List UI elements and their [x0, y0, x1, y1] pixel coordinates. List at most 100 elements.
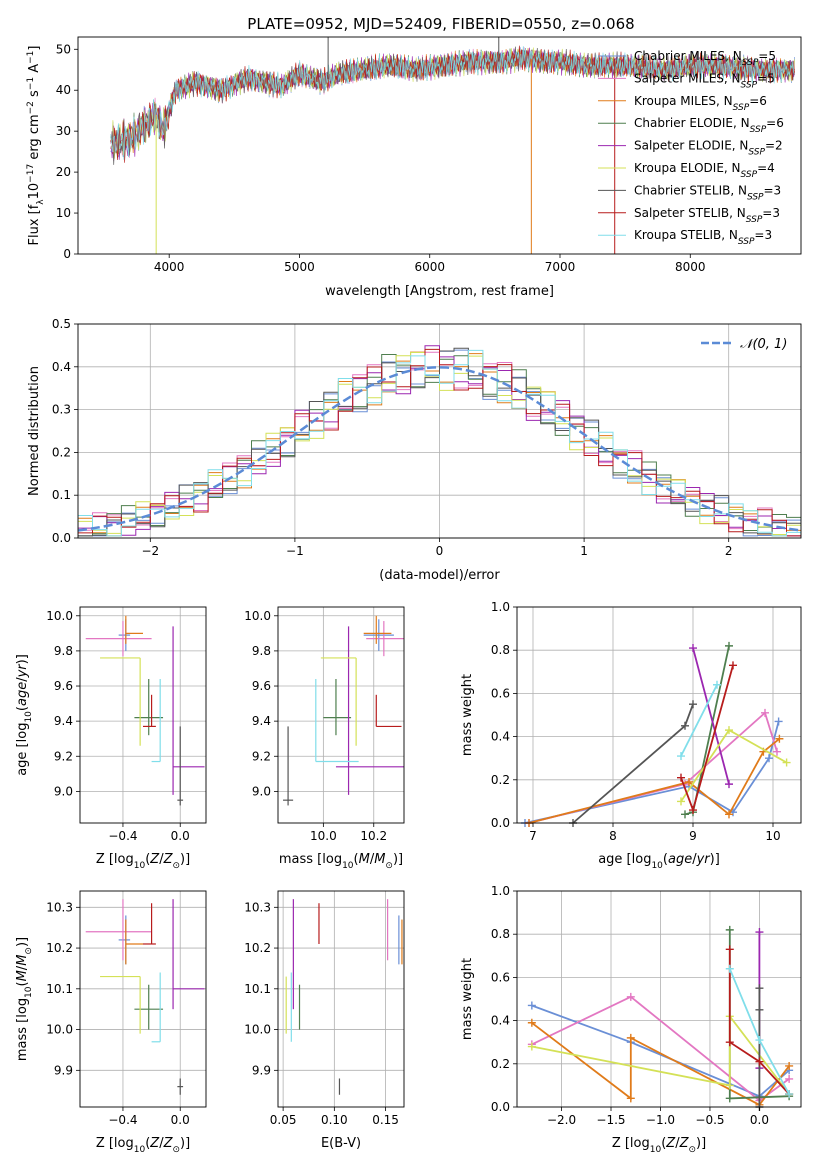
weight-point	[775, 734, 784, 743]
weight-point	[677, 752, 685, 761]
weight-point	[626, 1033, 635, 1042]
x-tick-label: 9	[689, 829, 697, 843]
plot-area	[285, 899, 403, 1095]
y-axis-label: mass weight	[460, 958, 475, 1040]
weight-point	[755, 984, 764, 993]
y-tick-label: 0.4	[491, 1014, 510, 1028]
weight-point	[689, 700, 697, 709]
weight-point	[677, 797, 685, 806]
x-tick-label: −0.4	[108, 1113, 137, 1127]
weight-point	[681, 721, 689, 730]
y-tick-label: 9.2	[252, 749, 271, 763]
y-tick-label: 40	[56, 83, 71, 97]
x-tick-label: 10.2	[360, 829, 387, 843]
axes-frame	[77, 36, 802, 255]
panel-spectrum: 4000 5000 6000 7000 8000 0 10 20 30 40 50 wavelengt…	[26, 36, 802, 299]
y-tick-label: 0.8	[491, 643, 510, 657]
legend-label: Kroupa STELIB, NSSP=3	[634, 228, 772, 247]
axes-frame	[516, 890, 802, 1108]
x-tick-label: 1	[580, 544, 588, 558]
weight-point	[785, 1061, 794, 1070]
x-axis-label: (data-model)/error	[379, 568, 500, 583]
weight-point	[725, 780, 733, 789]
y-tick-label: 9.8	[54, 644, 73, 658]
plot-area	[527, 925, 794, 1111]
weight-point	[725, 1038, 734, 1047]
x-tick-label: 0.05	[270, 1113, 297, 1127]
x-tick-label: −1.0	[646, 1113, 675, 1127]
weight-point	[785, 1074, 794, 1083]
x-axis-label: age [log10(age/yr)]	[598, 852, 720, 871]
x-tick-label: 6000	[414, 260, 445, 274]
legend-label: Chabrier ELODIE, NSSP=6	[634, 116, 784, 135]
y-tick-label: 1.0	[491, 600, 510, 614]
panel-z-weight: −2.0 −1.5 −1.0 −0.5 0.0 0.0 0.2 0.4 0.6 0.8 1.0 Z […	[460, 884, 802, 1155]
weight-point	[685, 777, 693, 786]
axes-frame	[79, 890, 207, 1108]
spectrum-line	[110, 46, 795, 160]
x-tick-label: 0.15	[372, 1113, 399, 1127]
y-tick-label: 10.0	[46, 609, 73, 623]
weight-point	[725, 641, 733, 650]
weight-point	[725, 1094, 734, 1103]
weight-point	[689, 806, 697, 815]
panel-z-mass: −0.4 0.0 9.9 10.0 10.1 10.2 10.3 Z [log10(Z/Z⊙)…	[15, 890, 207, 1155]
y-tick-label: 10.0	[46, 1023, 73, 1037]
y-tick-label: 0.0	[52, 531, 71, 545]
legend-label: Kroupa MILES, NSSP=6	[634, 94, 767, 113]
weight-point	[782, 758, 791, 767]
x-tick-label: 0.10	[321, 1113, 348, 1127]
weight-point	[725, 964, 734, 973]
weight-point	[725, 1081, 734, 1090]
y-tick-label: 0.8	[491, 927, 510, 941]
x-tick-label: 8000	[675, 260, 706, 274]
y-tick-label: 10.2	[244, 941, 271, 955]
x-tick-label: 7	[529, 829, 537, 843]
y-tick-label: 0.6	[491, 686, 510, 700]
plot-area	[85, 899, 205, 1095]
y-tick-label: 10.1	[244, 982, 271, 996]
weight-point	[729, 661, 737, 670]
x-tick-label: 0	[436, 544, 444, 558]
weight-line	[572, 703, 694, 824]
x-axis-label: Z [log10(Z/Z⊙)]	[96, 1136, 190, 1155]
weight-point	[725, 726, 733, 735]
weight-line	[692, 647, 730, 785]
y-tick-label: 0.4	[491, 730, 510, 744]
x-tick-label: 2	[725, 544, 733, 558]
y-tick-label: 50	[56, 42, 71, 56]
x-tick-label: 10.0	[310, 829, 337, 843]
axes-frame	[277, 606, 405, 824]
panel-age-weight: 7 8 9 10 0.0 0.2 0.4 0.6 0.8 1.0 age [log10(age/yr…	[460, 600, 802, 871]
y-axis-label: Normed distribution	[27, 366, 42, 496]
plot-layer: 4000 5000 6000 7000 800001020304050wavelengt…	[15, 36, 802, 1155]
x-tick-label: 0.0	[750, 1113, 769, 1127]
y-axis-label: mass [log10(M/M⊙)]	[15, 937, 34, 1061]
weight-point	[761, 708, 769, 717]
x-tick-label: 5000	[284, 260, 315, 274]
normal-curve	[78, 366, 801, 532]
y-tick-label: 9.0	[54, 784, 73, 798]
legend-label: Salpeter ELODIE, NSSP=2	[634, 139, 783, 158]
y-tick-label: 0.2	[491, 773, 510, 787]
y-tick-label: 1.0	[491, 884, 510, 898]
y-tick-label: 0	[63, 247, 71, 261]
weight-point	[689, 644, 697, 653]
x-tick-label: −1	[286, 544, 304, 558]
legend-label: Kroupa ELODIE, NSSP=4	[634, 161, 775, 180]
weight-point	[765, 754, 773, 763]
x-axis-label: wavelength [Angstrom, rest frame]	[325, 284, 554, 299]
x-tick-label: 7000	[545, 260, 576, 274]
weight-point	[681, 810, 689, 819]
plot-area	[521, 641, 791, 827]
panel-z-age: −0.4 0.0 9.0 9.2 9.4 9.6 9.8 10.0 Z [log10(Z/Z⊙)…	[15, 606, 207, 871]
weight-point	[755, 928, 764, 937]
weight-point	[626, 992, 635, 1001]
x-tick-label: −2	[141, 544, 159, 558]
legend-label: Chabrier STELIB, NSSP=3	[634, 183, 781, 202]
y-tick-label: 9.8	[252, 644, 271, 658]
y-tick-label: 10.3	[46, 900, 73, 914]
panel-ebv-mass: 0.05 0.10 0.15 9.9 10.0 10.1 10.2 10.3 E(B-V)	[244, 890, 405, 1151]
y-tick-label: 20	[56, 165, 71, 179]
x-tick-label: 4000	[154, 260, 185, 274]
